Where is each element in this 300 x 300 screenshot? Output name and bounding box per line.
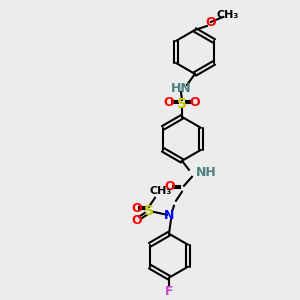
Text: S: S bbox=[144, 204, 154, 218]
Text: O: O bbox=[206, 16, 216, 29]
Text: N: N bbox=[164, 209, 174, 222]
Text: S: S bbox=[177, 97, 187, 111]
Text: HN: HN bbox=[171, 82, 191, 95]
Text: F: F bbox=[165, 285, 173, 298]
Text: CH₃: CH₃ bbox=[217, 10, 239, 20]
Text: O: O bbox=[165, 180, 175, 193]
Text: O: O bbox=[132, 202, 142, 215]
Text: CH₃: CH₃ bbox=[150, 186, 172, 196]
Text: O: O bbox=[190, 96, 200, 110]
Text: O: O bbox=[132, 214, 142, 227]
Text: NH: NH bbox=[196, 166, 217, 179]
Text: O: O bbox=[164, 96, 174, 110]
